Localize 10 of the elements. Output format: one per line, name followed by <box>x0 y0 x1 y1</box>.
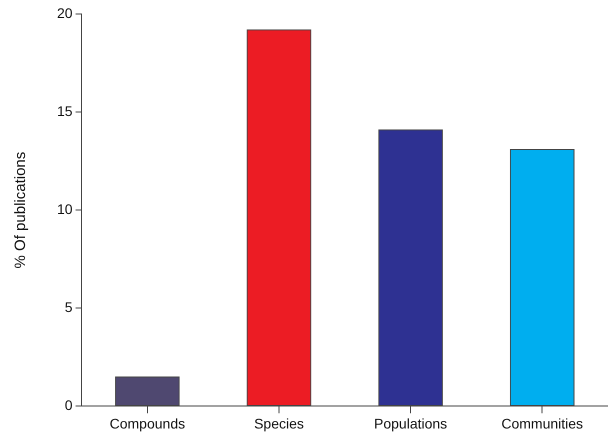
y-axis-title: % Of publications <box>12 152 30 268</box>
x-tick-label: Species <box>254 415 304 432</box>
y-tick-label: 15 <box>56 102 73 119</box>
y-tick-label: 0 <box>64 397 73 414</box>
x-tick-label: Populations <box>374 415 448 432</box>
x-tick-label: Communities <box>501 415 584 432</box>
x-tick-label: Compounds <box>110 415 186 432</box>
y-tick-label: 5 <box>64 299 73 316</box>
y-tick-label: 10 <box>56 200 73 217</box>
y-tick-label: 20 <box>56 4 73 21</box>
